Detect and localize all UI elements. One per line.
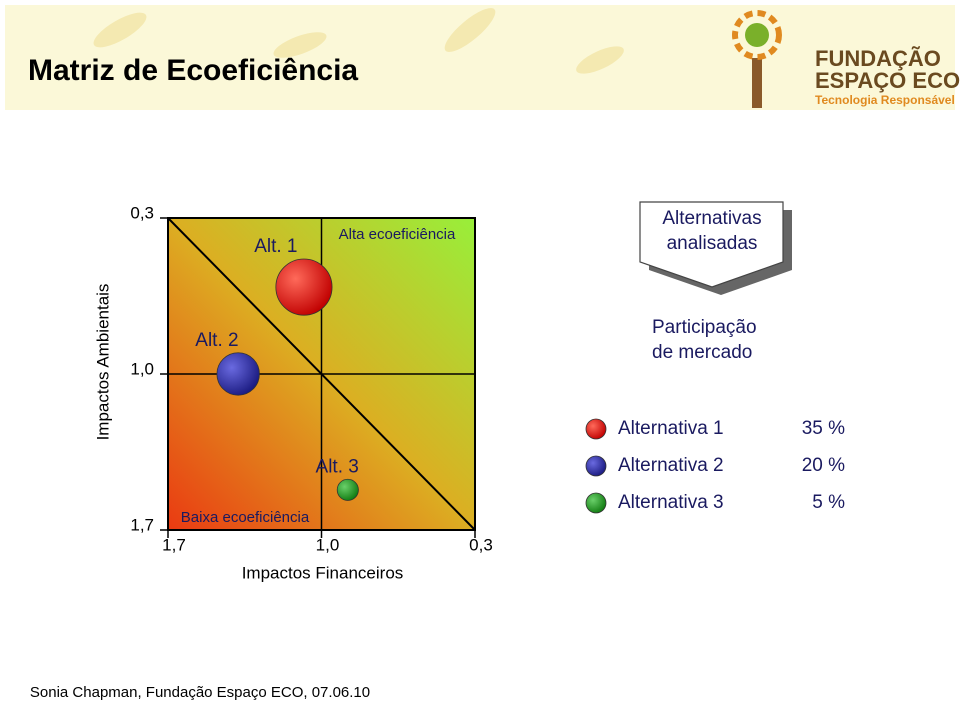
leaf-decoration: [93, 8, 624, 74]
legend-label: Alternativa 1: [618, 418, 724, 439]
legend-header: Alternativas: [662, 208, 761, 229]
x-tick-label: 0,3: [469, 535, 493, 554]
legend-swatch: [585, 418, 607, 440]
legend-swatch: [585, 492, 607, 514]
x-tick-label: 1,7: [162, 535, 186, 554]
y-tick-label: 0,3: [130, 203, 154, 222]
y-tick-label: 1,7: [130, 515, 154, 534]
x-axis-label: Impactos Financeiros: [242, 563, 404, 582]
bubble: [336, 478, 359, 501]
legend-value: 5 %: [812, 492, 845, 513]
y-tick-label: 1,0: [130, 359, 154, 378]
legend-value: 35 %: [802, 418, 845, 439]
point-label: Alt. 2: [195, 330, 238, 351]
x-tick-label: 1,0: [316, 535, 340, 554]
logo-line: ESPAÇO ECO: [815, 68, 960, 93]
point-label: Alt. 1: [254, 236, 297, 257]
legend-value: 20 %: [802, 455, 845, 476]
plot: 1,7 1,0 0,3 1,7 1,0 0,3 Impactos Financeiros Im…: [93, 203, 845, 582]
slide-title: Matriz de Ecoeficiência: [28, 54, 358, 87]
annotation: Alta ecoeficiência: [339, 226, 456, 243]
legend-header: analisadas: [667, 233, 758, 254]
legend-title: de mercado: [652, 342, 752, 363]
annotation: Baixa ecoeficiência: [181, 509, 310, 526]
bubble: [275, 258, 333, 316]
logo: FUNDAÇÃO ESPAÇO ECO Tecnologia Responsáv…: [732, 10, 960, 108]
logo-line: FUNDAÇÃO: [815, 46, 941, 71]
legend-callout: Alternativas analisadas: [639, 201, 792, 295]
legend-title: Participação: [652, 317, 757, 338]
logo-tagline: Tecnologia Responsável: [815, 93, 955, 107]
legend-label: Alternativa 2: [618, 455, 724, 476]
legend-label: Alternativa 3: [618, 492, 724, 513]
y-axis-label: Impactos Ambientais: [93, 284, 112, 441]
legend-swatch: [585, 455, 607, 477]
point-label: Alt. 3: [316, 456, 359, 477]
bubble: [216, 352, 260, 396]
footer: Sonia Chapman, Fundação Espaço ECO, 07.0…: [30, 684, 370, 701]
